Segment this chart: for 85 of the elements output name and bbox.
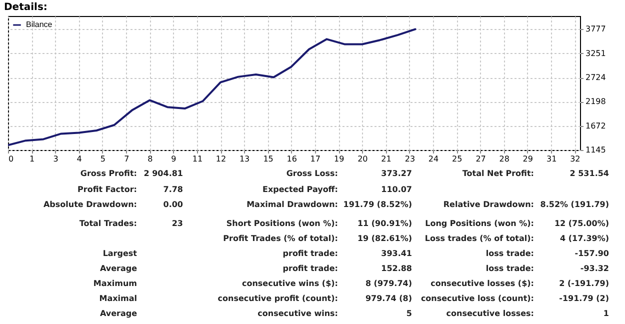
text: 191.79 (8.52%) <box>343 200 412 209</box>
text: 8 (979.74) <box>365 279 412 288</box>
x-tick-label: 24 <box>428 154 439 164</box>
text: Profit Factor: <box>78 185 137 194</box>
text: 373.27 <box>381 169 412 178</box>
y-tick-label: 2724 <box>586 73 606 82</box>
text: 393.41 <box>381 249 412 258</box>
x-tick-label: 12 <box>216 154 226 164</box>
text: Average <box>100 309 137 318</box>
text: Long Positions (won %): <box>425 219 534 228</box>
text: -157.90 <box>574 249 609 258</box>
x-tick-label: 9 <box>171 154 176 164</box>
x-tick-label: 11 <box>192 154 203 164</box>
text: profit trade: <box>282 264 338 273</box>
x-tick-label: 1 <box>30 154 35 164</box>
text: 4 (17.39%) <box>560 234 609 243</box>
text: 7.78 <box>163 185 183 194</box>
text: Maximum <box>93 279 137 288</box>
text: 11 (90.91%) <box>357 219 412 228</box>
text: loss trade: <box>486 249 534 258</box>
text: Profit Trades (% of total): <box>223 234 338 243</box>
x-tick-label: 20 <box>358 154 368 164</box>
text: 0.00 <box>163 200 183 209</box>
text: profit trade: <box>282 249 338 258</box>
text: 8.52% (191.79) <box>540 200 609 209</box>
text: 1 <box>603 309 609 318</box>
text: 12 (75.00%) <box>554 219 609 228</box>
y-tick-label: 2198 <box>586 97 606 106</box>
x-tick-label: 32 <box>570 154 580 164</box>
y-tick-label: 1145 <box>586 146 606 154</box>
text: 2 904.81 <box>144 169 183 178</box>
x-tick-label: 27 <box>476 154 486 164</box>
x-tick-label: 8 <box>148 154 153 164</box>
text: -191.79 (2) <box>559 294 609 303</box>
x-tick-label: 0 <box>8 154 14 164</box>
text: 19 (82.61%) <box>357 234 412 243</box>
legend-label: Bilance <box>26 20 53 29</box>
text: consecutive losses ($): <box>430 279 534 288</box>
x-tick-label: 31 <box>546 154 557 164</box>
text: 110.07 <box>381 185 412 194</box>
text: Gross Profit: <box>80 169 137 178</box>
text: consecutive wins ($): <box>242 279 338 288</box>
text: 979.74 (8) <box>365 294 412 303</box>
x-tick-label: 16 <box>286 154 297 164</box>
text: consecutive loss (count): <box>420 294 534 303</box>
text: consecutive losses: <box>446 309 534 318</box>
x-tick-label: 23 <box>404 154 416 164</box>
text: Total Net Profit: <box>462 169 534 178</box>
y-tick-label: 3251 <box>586 48 606 58</box>
text: Largest <box>102 249 137 258</box>
text: Relative Drawdown: <box>443 200 534 209</box>
x-tick-label: 29 <box>522 154 533 164</box>
text: 152.88 <box>381 264 412 273</box>
x-tick-label: 3 <box>53 154 58 164</box>
text: 23 <box>172 219 183 228</box>
text: Expected Payoff: <box>262 185 338 194</box>
x-tick-label: 7 <box>124 154 130 164</box>
x-tick-label: 4 <box>76 154 82 164</box>
text: Maximal <box>99 294 137 303</box>
x-tick-label: 21 <box>381 154 392 164</box>
text: Absolute Drawdown: <box>43 200 137 209</box>
x-tick-label: 5 <box>100 154 106 164</box>
text: loss trade: <box>486 264 534 273</box>
y-tick-label: 1672 <box>586 121 606 130</box>
text: -93.32 <box>580 264 609 273</box>
text: Short Positions (won %): <box>226 219 338 228</box>
text: Gross Loss: <box>286 169 338 178</box>
text: consecutive profit (count): <box>218 294 338 303</box>
x-tick-label: 15 <box>263 154 274 164</box>
x-tick-label: 25 <box>452 154 462 164</box>
text: Average <box>100 264 137 273</box>
text: Loss trades (% of total): <box>424 234 534 243</box>
x-tick-label: 19 <box>334 154 344 164</box>
text: Total Trades: <box>79 219 137 228</box>
text: consecutive wins: <box>258 309 338 318</box>
text: Maximal Drawdown: <box>246 200 338 209</box>
x-tick-label: 17 <box>310 154 320 164</box>
text: 5 <box>406 309 412 318</box>
text: 2 531.54 <box>570 169 609 178</box>
y-tick-label: 3777 <box>586 24 606 34</box>
chart-title: Details: <box>4 2 48 13</box>
x-tick-label: 13 <box>239 154 250 164</box>
text: 2 (-191.79) <box>559 279 609 288</box>
line-series <box>8 28 416 146</box>
x-tick-label: 28 <box>499 154 510 164</box>
